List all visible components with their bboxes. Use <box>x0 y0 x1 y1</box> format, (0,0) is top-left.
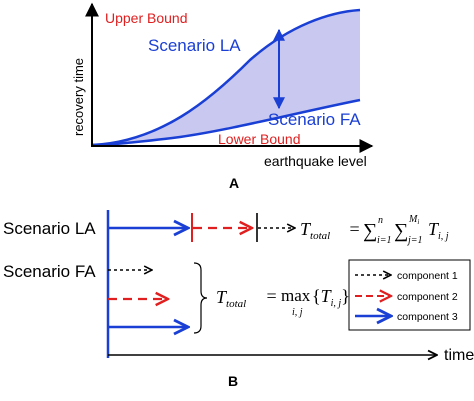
upper-bound-curve <box>91 8 361 147</box>
la-sum-2-top: Mi <box>408 214 419 226</box>
y-axis-label: recovery time <box>71 58 86 136</box>
legend-label-component-3: component 3 <box>397 311 458 323</box>
fa-formula-lhs: Ttotal <box>216 287 246 310</box>
la-sum-1-bottom: i=1 <box>377 235 392 246</box>
upper-bound-label: Upper Bound <box>105 10 188 26</box>
scenario-la-curve-label: Scenario LA <box>148 36 241 55</box>
la-sum-1-top: n <box>378 215 383 226</box>
row-label-scenario-la: Scenario LA <box>3 219 96 238</box>
la-formula-lhs: Ttotal <box>300 219 330 242</box>
legend: component 1 component 2 component 3 <box>348 259 471 331</box>
formula-scenario-fa: Ttotal = max i, j {Ti, j} <box>216 286 350 318</box>
panel-a-letter: A <box>229 175 239 191</box>
fa-formula-arg: {Ti, j} <box>312 286 350 309</box>
la-sum-1: ∑ <box>363 220 377 242</box>
fa-max-sub: i, j <box>292 307 303 318</box>
x-axis-label: earthquake level <box>264 153 367 169</box>
bound-band-fill <box>92 10 360 145</box>
time-axis-label: time <box>444 347 474 364</box>
fa-formula-equals: = <box>262 286 281 306</box>
panel-b-letter: B <box>228 373 238 389</box>
scenario-fa-curve-label: Scenario FA <box>268 110 361 129</box>
panel-a: Upper Bound Scenario LA Scenario FA Lowe… <box>71 2 374 191</box>
row-label-scenario-fa: Scenario FA <box>3 262 96 281</box>
legend-label-component-2: component 2 <box>397 291 458 303</box>
fa-bracket <box>193 262 208 334</box>
la-sum-2-bottom: j=1 <box>406 235 423 246</box>
lower-bound-label: Lower Bound <box>218 131 301 147</box>
lower-bound-curve <box>91 98 361 147</box>
la-sum-2: ∑ <box>394 220 408 242</box>
panel-b: time Scenario LA Ttotal = ∑ n i=1 ∑ Mi j… <box>3 210 474 389</box>
formula-scenario-la: Ttotal = ∑ n i=1 ∑ Mi j=1 Ti, j <box>300 214 449 246</box>
la-formula-term: Ti, j <box>428 219 449 242</box>
legend-label-component-1: component 1 <box>397 270 458 282</box>
fa-max: max <box>281 286 311 305</box>
la-formula-equals: = <box>345 219 364 239</box>
